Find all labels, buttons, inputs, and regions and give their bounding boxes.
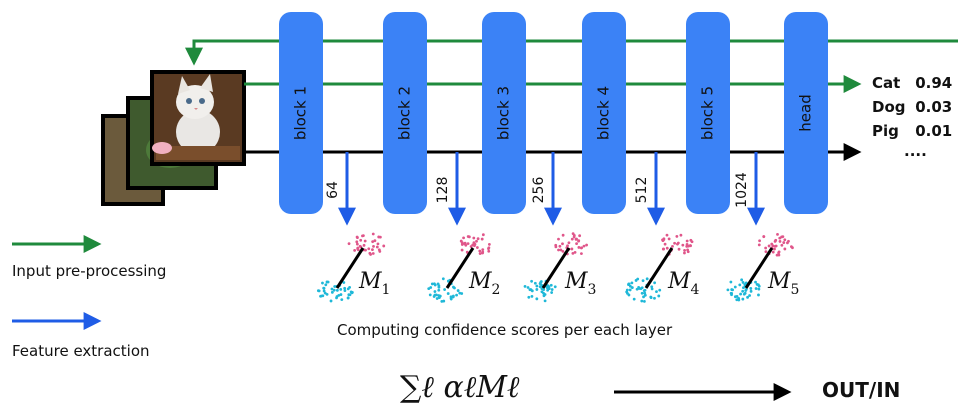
metric-label: M2 xyxy=(468,269,500,298)
block-3: block 3 xyxy=(482,12,526,214)
input-image-stack-icon xyxy=(101,70,246,206)
point-cloud-icon xyxy=(427,277,464,303)
point-cloud-icon xyxy=(459,233,491,256)
point-cloud-icon xyxy=(757,233,794,257)
distance-line xyxy=(445,247,475,289)
feature-dim-label: 1024 xyxy=(734,172,750,208)
aggregate-formula: ∑ℓ αℓMℓ xyxy=(400,370,520,405)
block-label: block 3 xyxy=(495,86,513,140)
extraction-branch-1: 64 M1 xyxy=(316,152,390,303)
feature-dim-label: 512 xyxy=(634,177,650,204)
feature-dim-label: 128 xyxy=(435,177,451,204)
extraction-branch-4: 512 M4 xyxy=(625,152,700,303)
point-cloud-icon xyxy=(625,277,662,303)
block-label: block 2 xyxy=(396,86,414,140)
prediction-cat: Cat 0.94 xyxy=(872,74,953,92)
metric-label: M5 xyxy=(767,269,799,298)
metric-label: M3 xyxy=(564,269,596,298)
prediction-ellipsis: .... xyxy=(904,142,927,160)
point-cloud-icon xyxy=(554,232,588,256)
head-block: head xyxy=(784,12,828,214)
prediction-dog: Dog 0.03 xyxy=(872,98,953,116)
extraction-branch-2: 128 M2 xyxy=(427,152,500,303)
legend-extraction-label: Feature extraction xyxy=(12,342,150,360)
point-cloud-icon xyxy=(726,278,761,302)
metric-label: M1 xyxy=(358,269,390,298)
point-cloud-icon xyxy=(347,232,386,256)
point-cloud-icon xyxy=(661,233,694,256)
block-label: block 5 xyxy=(699,86,717,140)
block-4: block 4 xyxy=(582,12,626,214)
caption: Computing confidence scores per each lay… xyxy=(337,321,673,339)
distance-line xyxy=(644,247,674,289)
legend-preprocessing-label: Input pre-processing xyxy=(12,262,167,280)
block-label: head xyxy=(797,94,815,131)
distance-line xyxy=(541,247,571,289)
distance-line xyxy=(744,247,774,289)
block-label: block 1 xyxy=(292,86,310,140)
block-1: block 1 xyxy=(279,12,323,214)
distance-line xyxy=(335,247,365,289)
block-2: block 2 xyxy=(383,12,427,214)
feature-dim-label: 256 xyxy=(531,177,547,204)
prediction-pig: Pig 0.01 xyxy=(872,122,953,140)
feature-dim-label: 64 xyxy=(325,181,341,199)
extraction-branch-3: 256 M3 xyxy=(523,152,596,303)
point-cloud-icon xyxy=(523,279,557,303)
metric-label: M4 xyxy=(667,269,700,298)
extraction-branch-5: 1024 M5 xyxy=(726,152,799,302)
output-label: OUT/IN xyxy=(822,378,901,402)
block-label: block 4 xyxy=(595,86,613,140)
block-5: block 5 xyxy=(686,12,730,214)
point-cloud-icon xyxy=(316,280,354,303)
kitten-image-icon xyxy=(152,74,240,160)
